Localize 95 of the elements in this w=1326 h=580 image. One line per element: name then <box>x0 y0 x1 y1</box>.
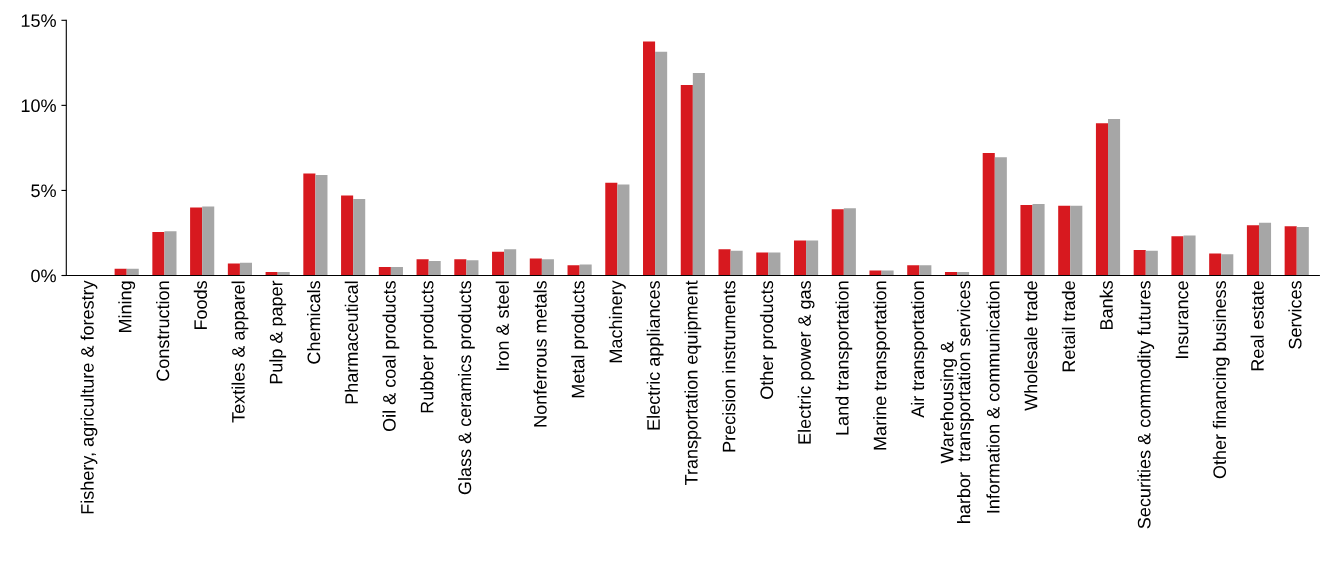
x-tick-label: Pulp & paper <box>269 280 287 384</box>
x-tick-label: Rubber products <box>420 281 438 413</box>
x-tick-label: Securities & commodity futures <box>1137 281 1155 529</box>
y-tick-label: 15% <box>21 14 56 28</box>
x-tick-label: Transportation equipment <box>684 280 702 486</box>
x-tick-label: Insurance <box>1175 281 1189 358</box>
bar <box>1145 250 1158 276</box>
x-tick-label: Real estate <box>1250 281 1264 371</box>
x-tick-label: Oil & coal products <box>382 281 400 432</box>
bar <box>492 251 505 276</box>
bar <box>1095 123 1109 276</box>
x-tick-label: Land transportation <box>835 281 853 435</box>
bar <box>504 249 517 276</box>
bar <box>718 249 731 276</box>
bar <box>1221 254 1234 276</box>
x-tick-label: Metal products <box>571 281 589 398</box>
x-tick-label: Textiles & apparel <box>231 281 249 423</box>
bar <box>227 263 240 276</box>
x-tick-label: Fishery, agriculture & forestry <box>80 280 98 514</box>
x-tick-label: Retail trade <box>1061 281 1076 372</box>
x-tick-label: Marine transportation <box>873 281 890 450</box>
x-tick-label: Warehousing & harbor transportation services <box>940 280 974 523</box>
bar <box>1108 118 1121 276</box>
y-tick-label: 10% <box>21 99 56 113</box>
bar <box>643 41 656 276</box>
x-tick-label: Pharmaceutical <box>344 281 358 404</box>
bar <box>353 198 366 276</box>
x-tick-label: Chemicals <box>306 281 321 364</box>
bar <box>416 259 429 276</box>
y-tick-label: 5% <box>31 184 56 198</box>
x-tick-label: Other financing business <box>1212 281 1230 479</box>
bar <box>1296 227 1309 276</box>
x-tick-label: Information & communication <box>986 281 1000 513</box>
bar <box>907 265 920 276</box>
bar <box>1058 205 1071 276</box>
bar <box>869 270 882 276</box>
bar <box>428 261 441 276</box>
bar <box>1183 235 1196 276</box>
bar <box>1258 222 1272 276</box>
x-tick-label: Machinery <box>608 280 626 363</box>
bar <box>315 175 328 276</box>
bar <box>341 195 354 276</box>
bar <box>164 231 177 276</box>
bar <box>1209 253 1222 276</box>
bar <box>881 270 894 276</box>
bar <box>529 258 542 276</box>
bar <box>831 209 844 276</box>
bar <box>1171 236 1184 276</box>
x-tick-label: Foods <box>193 281 208 330</box>
bar <box>806 240 819 276</box>
bar <box>756 252 769 276</box>
bar <box>1020 204 1033 276</box>
y-tick-label: 0% <box>31 269 56 283</box>
x-tick-label: Nonferrous metals <box>533 281 547 427</box>
bar <box>982 153 995 276</box>
bar <box>567 265 580 276</box>
bar <box>768 252 781 276</box>
bar <box>1133 249 1146 276</box>
bar <box>655 51 668 276</box>
bar <box>202 206 215 276</box>
x-tick-label: Services <box>1288 281 1302 349</box>
bar <box>692 73 705 276</box>
x-tick-label: Precision instruments <box>722 281 736 452</box>
bar <box>1070 205 1083 276</box>
x-tick-label: Mining <box>118 281 136 333</box>
x-tick-label: Electric power & gas <box>797 281 815 444</box>
bar <box>152 232 165 276</box>
bar <box>303 173 316 276</box>
bar <box>541 259 554 276</box>
bar <box>466 260 479 276</box>
x-tick-label: Electric appliances <box>646 281 664 430</box>
x-tick-label: Banks <box>1099 281 1113 330</box>
bar <box>680 84 693 276</box>
bar <box>390 266 403 276</box>
bar <box>605 182 618 276</box>
bar <box>378 266 391 276</box>
x-tick-label: Wholesale trade <box>1024 281 1038 411</box>
bar <box>239 262 252 276</box>
bar <box>919 265 932 276</box>
bar <box>190 207 203 276</box>
bar <box>730 250 743 276</box>
bar <box>617 184 630 276</box>
x-tick-label: Other products <box>759 281 777 399</box>
x-tick-label: Glass & ceramics products <box>457 281 475 495</box>
x-tick-label: Construction <box>156 281 170 381</box>
bar <box>454 259 467 276</box>
bar <box>843 208 856 276</box>
bar <box>1032 204 1045 276</box>
bar <box>793 240 807 276</box>
bar <box>1246 225 1259 276</box>
x-tick-label: Iron & steel <box>495 281 509 371</box>
bar <box>1284 226 1297 276</box>
bar <box>579 264 592 276</box>
bar <box>994 157 1007 276</box>
x-tick-label: Air transportation <box>910 281 928 418</box>
